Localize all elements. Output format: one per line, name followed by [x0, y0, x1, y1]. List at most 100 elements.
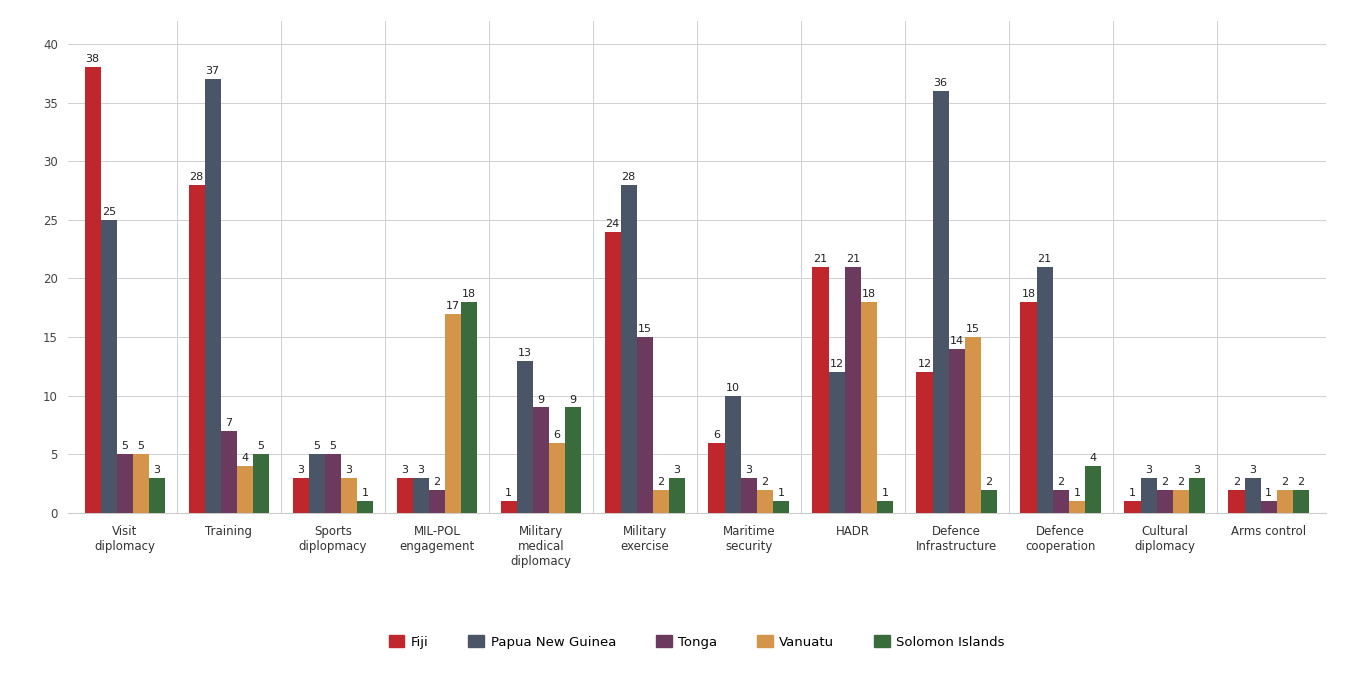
Bar: [861, 302, 877, 513]
Bar: [445, 314, 461, 513]
Bar: [341, 478, 357, 513]
Bar: [133, 454, 149, 513]
Text: 3: 3: [400, 465, 409, 475]
Bar: [1069, 501, 1085, 513]
Text: 2: 2: [1233, 477, 1241, 486]
Bar: [725, 396, 740, 513]
Text: 1: 1: [505, 488, 511, 499]
Bar: [308, 454, 325, 513]
Text: 1: 1: [778, 488, 785, 499]
Text: 2: 2: [1298, 477, 1304, 486]
Text: 28: 28: [621, 172, 636, 182]
Bar: [396, 478, 413, 513]
Text: 1: 1: [361, 488, 368, 499]
Text: 3: 3: [417, 465, 425, 475]
Bar: [292, 478, 308, 513]
Text: 2: 2: [1161, 477, 1169, 486]
Text: 3: 3: [674, 465, 681, 475]
Bar: [1157, 490, 1173, 513]
Text: 14: 14: [950, 336, 963, 346]
Text: 1: 1: [1265, 488, 1272, 499]
Bar: [932, 91, 948, 513]
Bar: [325, 454, 341, 513]
Bar: [756, 490, 773, 513]
Bar: [1053, 490, 1069, 513]
Bar: [1245, 478, 1261, 513]
Legend: Fiji, Papua New Guinea, Tonga, Vanuatu, Solomon Islands: Fiji, Papua New Guinea, Tonga, Vanuatu, …: [383, 630, 1011, 654]
Bar: [1277, 490, 1293, 513]
Bar: [549, 443, 566, 513]
Bar: [948, 349, 965, 513]
Bar: [1141, 478, 1157, 513]
Bar: [773, 501, 789, 513]
Text: 15: 15: [637, 324, 652, 334]
Text: 21: 21: [813, 254, 828, 264]
Text: 2: 2: [1177, 477, 1184, 486]
Text: 18: 18: [1022, 289, 1035, 299]
Text: 37: 37: [206, 66, 219, 76]
Bar: [1173, 490, 1189, 513]
Bar: [204, 79, 221, 513]
Bar: [1293, 490, 1310, 513]
Text: 3: 3: [154, 465, 161, 475]
Text: 18: 18: [461, 289, 476, 299]
Bar: [1036, 267, 1053, 513]
Text: 38: 38: [85, 55, 100, 64]
Bar: [965, 337, 981, 513]
Bar: [1261, 501, 1277, 513]
Text: 10: 10: [725, 383, 740, 393]
Bar: [429, 490, 445, 513]
Text: 12: 12: [829, 359, 844, 369]
Text: 5: 5: [138, 441, 145, 451]
Bar: [668, 478, 685, 513]
Text: 21: 21: [1038, 254, 1051, 264]
Bar: [221, 431, 237, 513]
Text: 5: 5: [313, 441, 321, 451]
Text: 13: 13: [518, 347, 532, 358]
Text: 4: 4: [1089, 453, 1096, 463]
Bar: [253, 454, 269, 513]
Bar: [84, 68, 100, 513]
Text: 3: 3: [1145, 465, 1153, 475]
Bar: [517, 360, 533, 513]
Bar: [357, 501, 373, 513]
Text: 9: 9: [537, 395, 544, 404]
Text: 15: 15: [966, 324, 980, 334]
Text: 7: 7: [225, 418, 233, 428]
Bar: [653, 490, 668, 513]
Bar: [877, 501, 893, 513]
Bar: [1229, 490, 1245, 513]
Text: 6: 6: [553, 430, 560, 440]
Text: 28: 28: [189, 172, 204, 182]
Bar: [149, 478, 165, 513]
Text: 1: 1: [882, 488, 889, 499]
Text: 1: 1: [1128, 488, 1137, 499]
Text: 24: 24: [605, 219, 620, 228]
Text: 2: 2: [658, 477, 664, 486]
Bar: [1189, 478, 1206, 513]
Text: 4: 4: [241, 453, 249, 463]
Text: 6: 6: [713, 430, 720, 440]
Text: 3: 3: [746, 465, 752, 475]
Text: 17: 17: [446, 301, 460, 311]
Text: 5: 5: [257, 441, 265, 451]
Bar: [740, 478, 756, 513]
Text: 5: 5: [122, 441, 129, 451]
Bar: [188, 185, 204, 513]
Bar: [605, 232, 621, 513]
Bar: [828, 372, 844, 513]
Bar: [237, 466, 253, 513]
Bar: [100, 220, 116, 513]
Bar: [637, 337, 653, 513]
Bar: [566, 408, 580, 513]
Bar: [844, 267, 861, 513]
Bar: [813, 267, 828, 513]
Bar: [916, 372, 932, 513]
Text: 3: 3: [1193, 465, 1200, 475]
Bar: [1085, 466, 1101, 513]
Bar: [461, 302, 478, 513]
Bar: [981, 490, 997, 513]
Text: 3: 3: [1249, 465, 1256, 475]
Text: 2: 2: [1057, 477, 1065, 486]
Text: 2: 2: [433, 477, 440, 486]
